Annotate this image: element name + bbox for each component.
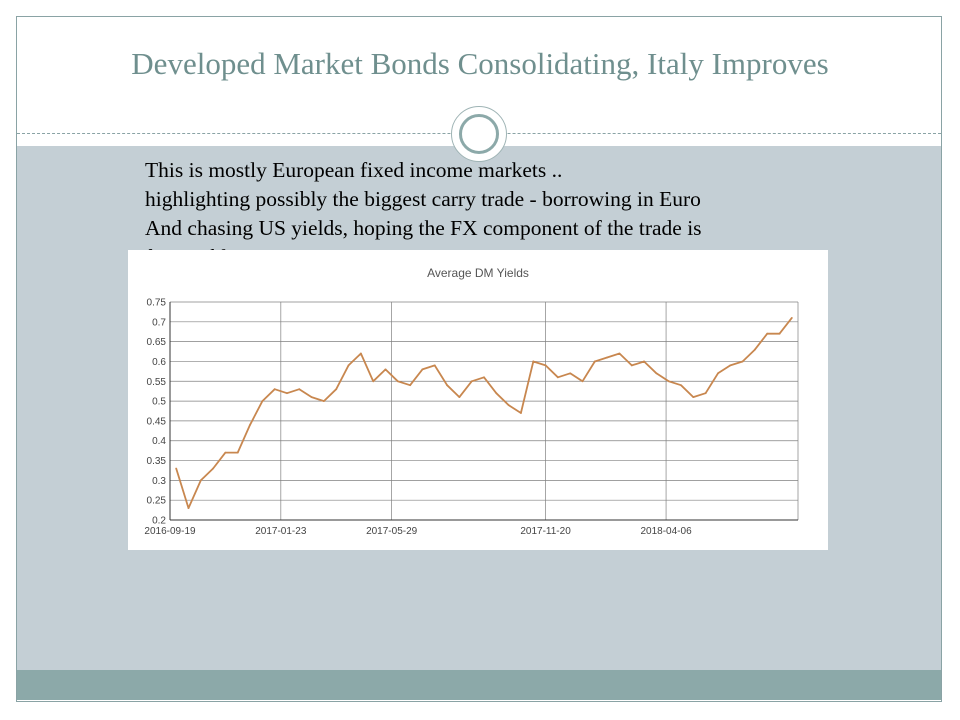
data-point <box>507 404 510 406</box>
slide-title: Developed Market Bonds Consolidating, It… <box>131 46 829 81</box>
data-point <box>618 352 621 355</box>
data-point <box>544 364 547 367</box>
data-point <box>667 380 670 383</box>
y-tick-label: 0.25 <box>147 496 167 507</box>
yield-line-chart: Average DM Yields 0.2 0.25 0.3 0.35 0.4 0.45 0… <box>144 266 799 537</box>
data-point <box>704 392 707 395</box>
data-point <box>310 396 313 399</box>
data-point <box>261 400 264 402</box>
footer-band <box>17 670 941 700</box>
data-point <box>286 392 288 395</box>
data-point <box>569 372 572 375</box>
x-tick-label: 2017-01-23 <box>255 526 307 537</box>
data-point <box>224 451 227 454</box>
data-point <box>581 380 584 383</box>
y-tick-label: 0.55 <box>147 377 167 388</box>
data-point <box>323 400 325 402</box>
data-point <box>212 467 214 470</box>
data-point <box>384 368 387 371</box>
chart-title: Average DM Yields <box>427 266 529 280</box>
x-tick-label: 2018-04-06 <box>640 526 692 537</box>
data-point <box>495 392 498 395</box>
data-point <box>593 360 596 363</box>
x-tick-label: 2016-09-19 <box>144 526 196 537</box>
data-point <box>606 356 609 359</box>
y-tick-label: 0.35 <box>147 456 167 467</box>
data-point <box>754 348 756 351</box>
series-line <box>175 317 793 510</box>
data-point <box>359 352 362 355</box>
data-point <box>766 332 769 335</box>
data-point <box>298 388 301 391</box>
data-point <box>175 467 178 470</box>
data-point <box>717 372 719 375</box>
data-point <box>458 396 461 399</box>
data-point <box>199 479 202 482</box>
y-tick-label: 0.3 <box>152 476 166 487</box>
data-point <box>556 376 559 379</box>
data-point <box>409 384 412 387</box>
x-tick-label: 2017-11-20 <box>520 526 571 537</box>
data-point <box>236 451 239 454</box>
body-line-1: This is mostly European fixed income mar… <box>145 158 563 182</box>
data-point <box>532 360 535 363</box>
data-point <box>433 364 436 367</box>
body-line-2: highlighting possibly the biggest carry … <box>145 187 701 211</box>
data-point <box>421 368 424 371</box>
data-point <box>729 364 732 367</box>
data-point <box>790 316 793 319</box>
data-point <box>347 364 350 367</box>
data-point <box>249 423 251 426</box>
circle-ornament-icon <box>451 106 507 162</box>
y-tick-label: 0.5 <box>152 397 166 408</box>
data-point <box>520 412 522 414</box>
y-tick-label: 0.6 <box>152 357 166 368</box>
y-tick-label: 0.7 <box>152 317 166 328</box>
data-point <box>335 388 338 391</box>
y-tick-label: 0.45 <box>147 416 167 427</box>
body-line-3: And chasing US yields, hoping the FX com… <box>145 216 702 240</box>
data-point <box>643 360 645 363</box>
data-point <box>680 384 682 387</box>
data-point <box>470 380 473 383</box>
data-point <box>778 332 781 335</box>
x-tick-label: 2017-05-29 <box>366 526 418 537</box>
data-point <box>273 388 276 391</box>
y-tick-label: 0.4 <box>152 436 166 447</box>
chart-container: Average DM Yields 0.2 0.25 0.3 0.35 0.4 0.45 0… <box>128 250 828 550</box>
data-point <box>446 384 448 387</box>
y-tick-label: 0.75 <box>147 298 167 309</box>
data-point <box>187 507 190 510</box>
data-point <box>692 396 695 399</box>
y-tick-label: 0.65 <box>147 337 167 348</box>
data-point <box>372 380 375 383</box>
data-point <box>630 364 633 367</box>
data-point <box>396 380 399 383</box>
y-tick-label: 0.2 <box>152 516 166 527</box>
data-point <box>655 372 658 375</box>
data-point <box>741 360 744 363</box>
data-point <box>483 376 485 379</box>
